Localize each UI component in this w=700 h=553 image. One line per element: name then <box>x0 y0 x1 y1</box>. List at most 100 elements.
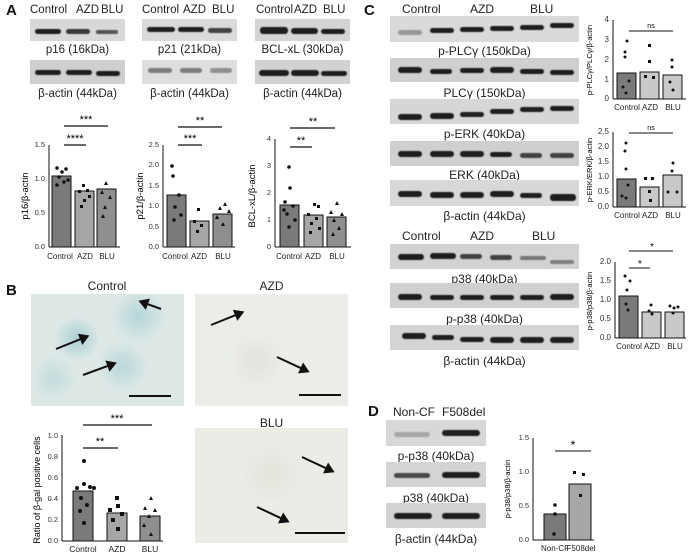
svg-text:0.5: 0.5 <box>600 314 612 323</box>
lane-label: Control <box>142 4 180 16</box>
svg-text:AZD: AZD <box>305 252 321 261</box>
arrow-icon <box>143 301 162 310</box>
scale-bar <box>295 532 345 534</box>
chart-bcl-xl: ** ** 0 1 2 3 4 BCL-xL/β-actin Control A… <box>247 116 351 261</box>
svg-text:BLU: BLU <box>667 342 683 351</box>
svg-text:0.5: 0.5 <box>35 208 45 217</box>
svg-text:*: * <box>571 438 576 452</box>
svg-text:**: ** <box>309 116 318 128</box>
svg-text:1.0: 1.0 <box>35 174 45 183</box>
svg-text:0.0: 0.0 <box>598 202 610 211</box>
svg-text:1.0: 1.0 <box>48 431 58 440</box>
blot-d-beta-actin <box>386 503 486 528</box>
chart-beta-gal: *** ** 0.0 0.2 0.4 0.6 0.8 1.0 Ratio of … <box>32 413 163 553</box>
svg-text:2.5: 2.5 <box>149 140 159 149</box>
blot-beta-actin-1 <box>390 180 579 206</box>
svg-text:1.5: 1.5 <box>600 276 612 285</box>
blot-label: ERK (40kDa) <box>449 168 520 182</box>
blot-label: p-ERK (40kDa) <box>443 127 526 141</box>
svg-text:0.5: 0.5 <box>519 501 529 510</box>
blot-image <box>30 19 125 41</box>
blot-label: β-actin (44kDa) <box>443 209 526 223</box>
lane-label: AZD <box>470 229 494 243</box>
svg-text:AZD: AZD <box>642 211 658 220</box>
svg-text:p16/β-actin: p16/β-actin <box>20 172 31 219</box>
lane-label: AZD <box>294 4 317 16</box>
svg-text:1.5: 1.5 <box>519 433 529 442</box>
svg-text:Control: Control <box>614 211 640 220</box>
arrow-icon <box>256 506 285 521</box>
svg-text:BLU: BLU <box>665 103 681 112</box>
blot-label: p-p38 (40kDa) <box>397 449 475 463</box>
svg-text:0.6: 0.6 <box>48 473 58 482</box>
svg-text:2.0: 2.0 <box>600 257 612 266</box>
svg-text:BLU: BLU <box>665 211 681 220</box>
svg-text:1.5: 1.5 <box>598 157 610 166</box>
svg-text:0.0: 0.0 <box>48 536 58 545</box>
svg-text:2: 2 <box>267 188 271 197</box>
blot-image <box>255 19 350 41</box>
svg-text:AZD: AZD <box>77 252 93 261</box>
lane-label: BLU <box>212 4 235 16</box>
image-title-control: Control <box>87 279 127 293</box>
svg-text:**: ** <box>196 115 205 127</box>
svg-text:4: 4 <box>267 134 271 143</box>
svg-text:BCL-xL/β-actin: BCL-xL/β-actin <box>247 164 258 227</box>
svg-text:Ratio of β-gal positive cells: Ratio of β-gal positive cells <box>32 436 42 544</box>
svg-text:1.0: 1.0 <box>600 295 612 304</box>
micrograph-azd <box>195 294 348 406</box>
svg-text:***: *** <box>80 114 94 126</box>
svg-text:0.0: 0.0 <box>149 242 159 251</box>
lane-label: Control <box>30 4 68 16</box>
svg-text:0.5: 0.5 <box>149 222 159 231</box>
svg-text:p-ERK/ERK/β-actin: p-ERK/ERK/β-actin <box>585 138 594 202</box>
lane-label: AZD <box>470 2 494 16</box>
svg-text:2.0: 2.0 <box>598 142 610 151</box>
scale-bar <box>299 394 341 396</box>
blot-label: β-actin (44kDa) <box>443 354 526 368</box>
svg-text:1: 1 <box>267 215 271 224</box>
blot-label: p16 (16kDa) <box>45 44 110 56</box>
blot-erk <box>390 141 579 166</box>
lane-label: BLU <box>323 4 346 16</box>
lane-label: BLU <box>101 4 124 16</box>
svg-text:BLU: BLU <box>215 252 231 261</box>
svg-text:Control: Control <box>616 342 642 351</box>
svg-text:2: 2 <box>605 55 610 64</box>
svg-text:4: 4 <box>605 15 610 24</box>
blot-label: p-PLCγ (150kDa) <box>438 44 531 58</box>
blot-p-p38 <box>390 283 579 308</box>
chart-p21: ** *** 0.0 0.5 1.0 1.5 2.0 2.5 p21/β-act… <box>135 115 235 261</box>
svg-text:BLU: BLU <box>99 252 115 261</box>
panel-a-letter: A <box>6 2 17 19</box>
blot-image <box>255 60 350 84</box>
svg-text:***: *** <box>111 413 125 425</box>
chart-p-p38: * * 0.0 0.5 1.0 1.5 2.0 p-p38/p38/β-acti… <box>585 243 686 351</box>
svg-text:****: **** <box>66 133 84 145</box>
lane-label: Control <box>256 4 294 16</box>
chart-p-plcg: ns 0 1 2 3 4 p-PLCγ/PLCγ/β-actin Control… <box>585 15 686 112</box>
svg-text:p-PLCγ/PLCγ/β-actin: p-PLCγ/PLCγ/β-actin <box>585 25 594 95</box>
blot-d-p-p38 <box>386 420 486 446</box>
image-title-blu: BLU <box>259 416 284 430</box>
svg-text:p-p38/p38/β-actin: p-p38/p38/β-actin <box>585 272 594 331</box>
svg-text:0.2: 0.2 <box>48 515 58 524</box>
svg-text:0.4: 0.4 <box>48 494 58 503</box>
arrow-icon <box>55 336 85 350</box>
panel-d-letter: D <box>368 403 379 420</box>
svg-text:***: *** <box>184 133 198 145</box>
svg-text:Non-CF: Non-CF <box>541 544 569 553</box>
blot-p-plcg <box>390 16 579 42</box>
svg-text:1.5: 1.5 <box>35 140 45 149</box>
arrow-icon <box>210 312 240 326</box>
micrograph-blu <box>195 428 348 543</box>
svg-text:**: ** <box>96 436 105 448</box>
blot-label: p38 (40kDa) <box>451 272 518 286</box>
svg-text:0: 0 <box>267 242 271 251</box>
blot-label: β-actin (44kDa) <box>394 532 478 546</box>
svg-text:*: * <box>650 243 654 253</box>
blot-label: PLCγ (150kDa) <box>443 86 526 100</box>
blot-image <box>30 60 125 84</box>
blot-label: β-actin (44kDa) <box>38 88 117 100</box>
svg-text:AZD: AZD <box>642 103 658 112</box>
